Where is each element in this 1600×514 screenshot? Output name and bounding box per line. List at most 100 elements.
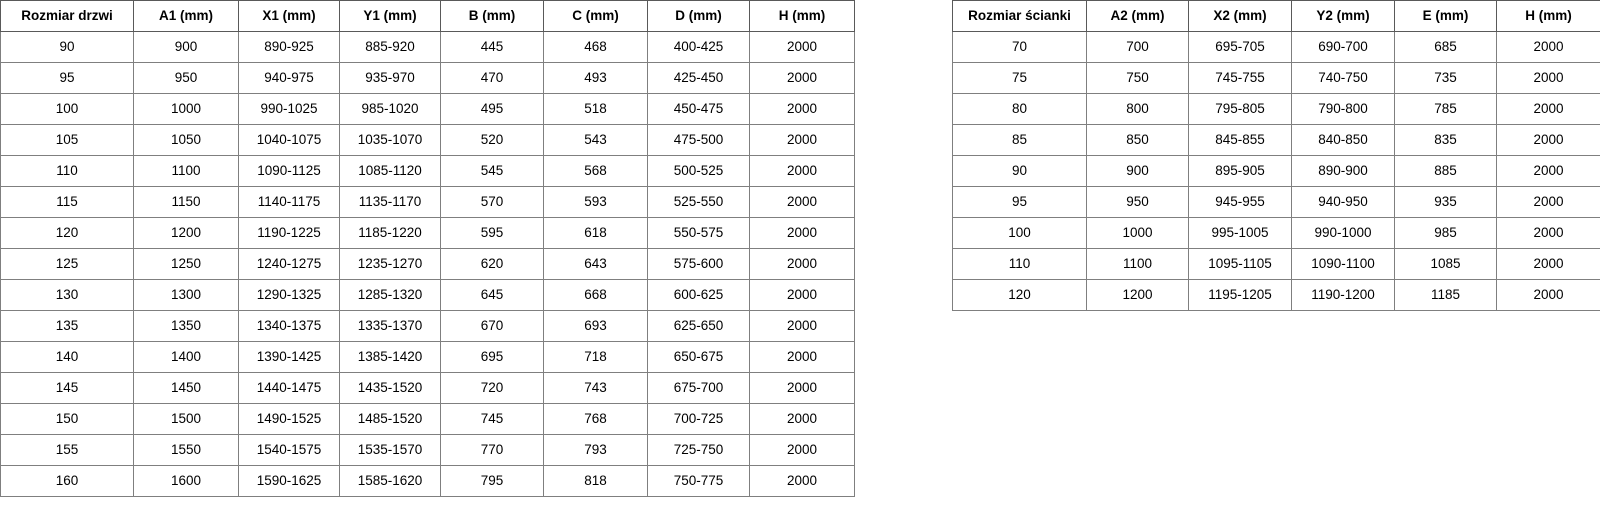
door-cell-r10-c3: 1385-1420 — [339, 341, 441, 373]
wall-cell-r6-c5: 2000 — [1496, 217, 1600, 249]
door-cell-r7-c6: 575-600 — [647, 248, 750, 280]
door-cell-r11-c2: 1440-1475 — [238, 372, 340, 404]
wall-cell-r6-c2: 995-1005 — [1188, 217, 1292, 249]
door-cell-r14-c5: 818 — [543, 465, 648, 497]
wall-cell-r0-c2: 695-705 — [1188, 31, 1292, 63]
wall-cell-r0-c3: 690-700 — [1291, 31, 1395, 63]
door-cell-r5-c4: 570 — [440, 186, 544, 218]
wall-cell-r6-c1: 1000 — [1086, 217, 1189, 249]
door-cell-r11-c5: 743 — [543, 372, 648, 404]
door-cell-r14-c6: 750-775 — [647, 465, 750, 497]
door-cell-r11-c4: 720 — [440, 372, 544, 404]
door-cell-r2-c4: 495 — [440, 93, 544, 125]
wall-cell-r5-c2: 945-955 — [1188, 186, 1292, 218]
door-column-header-6: D (mm) — [647, 0, 750, 32]
door-cell-r13-c0: 155 — [0, 434, 134, 466]
door-cell-r0-c6: 400-425 — [647, 31, 750, 63]
door-column-header-0: Rozmiar drzwi — [0, 0, 134, 32]
door-cell-r11-c3: 1435-1520 — [339, 372, 441, 404]
door-cell-r8-c2: 1290-1325 — [238, 279, 340, 311]
door-cell-r14-c0: 160 — [0, 465, 134, 497]
door-cell-r7-c1: 1250 — [133, 248, 239, 280]
door-cell-r4-c3: 1085-1120 — [339, 155, 441, 187]
door-cell-r9-c6: 625-650 — [647, 310, 750, 342]
door-cell-r0-c7: 2000 — [749, 31, 855, 63]
wall-cell-r3-c3: 840-850 — [1291, 124, 1395, 156]
door-cell-r14-c3: 1585-1620 — [339, 465, 441, 497]
wall-cell-r2-c5: 2000 — [1496, 93, 1600, 125]
door-cell-r1-c2: 940-975 — [238, 62, 340, 94]
door-cell-r3-c3: 1035-1070 — [339, 124, 441, 156]
table-row: 115 1150 1140-1175 1135-1170 570 593 525-550 20… — [0, 186, 855, 218]
wall-cell-r2-c0: 80 — [952, 93, 1087, 125]
door-cell-r3-c0: 105 — [0, 124, 134, 156]
table-row: 105 1050 1040-1075 1035-1070 520 543 475-500 20… — [0, 124, 855, 156]
door-cell-r3-c5: 543 — [543, 124, 648, 156]
door-cell-r10-c1: 1400 — [133, 341, 239, 373]
wall-cell-r0-c5: 2000 — [1496, 31, 1600, 63]
wall-column-header-1: A2 (mm) — [1086, 0, 1189, 32]
door-cell-r12-c0: 150 — [0, 403, 134, 435]
wall-cell-r3-c5: 2000 — [1496, 124, 1600, 156]
door-cell-r9-c0: 135 — [0, 310, 134, 342]
door-cell-r1-c7: 2000 — [749, 62, 855, 94]
door-cell-r10-c2: 1390-1425 — [238, 341, 340, 373]
wall-cell-r1-c4: 735 — [1394, 62, 1497, 94]
door-cell-r12-c7: 2000 — [749, 403, 855, 435]
wall-cell-r7-c1: 1100 — [1086, 248, 1189, 280]
door-cell-r10-c7: 2000 — [749, 341, 855, 373]
wall-cell-r0-c4: 685 — [1394, 31, 1497, 63]
door-cell-r4-c4: 545 — [440, 155, 544, 187]
door-cell-r1-c6: 425-450 — [647, 62, 750, 94]
door-cell-r3-c6: 475-500 — [647, 124, 750, 156]
door-cell-r9-c2: 1340-1375 — [238, 310, 340, 342]
door-cell-r11-c0: 145 — [0, 372, 134, 404]
door-cell-r3-c4: 520 — [440, 124, 544, 156]
door-cell-r8-c1: 1300 — [133, 279, 239, 311]
door-size-table-container: Rozmiar drzwi A1 (mm) X1 (mm) Y1 (mm) B (mm)… — [0, 0, 855, 497]
door-cell-r4-c5: 568 — [543, 155, 648, 187]
wall-cell-r1-c0: 75 — [952, 62, 1087, 94]
table-row: 100 1000 990-1025 985-1020 495 518 450-475 2000 — [0, 93, 855, 125]
door-cell-r5-c3: 1135-1170 — [339, 186, 441, 218]
wall-cell-r0-c0: 70 — [952, 31, 1087, 63]
door-cell-r13-c2: 1540-1575 — [238, 434, 340, 466]
wall-cell-r7-c2: 1095-1105 — [1188, 248, 1292, 280]
wall-cell-r7-c5: 2000 — [1496, 248, 1600, 280]
wall-cell-r6-c3: 990-1000 — [1291, 217, 1395, 249]
door-cell-r14-c7: 2000 — [749, 465, 855, 497]
door-cell-r2-c3: 985-1020 — [339, 93, 441, 125]
door-cell-r13-c7: 2000 — [749, 434, 855, 466]
wall-cell-r5-c0: 95 — [952, 186, 1087, 218]
door-cell-r2-c6: 450-475 — [647, 93, 750, 125]
wall-cell-r4-c1: 900 — [1086, 155, 1189, 187]
wall-cell-r5-c5: 2000 — [1496, 186, 1600, 218]
door-column-header-7: H (mm) — [749, 0, 855, 32]
door-cell-r7-c3: 1235-1270 — [339, 248, 441, 280]
wall-table-header: Rozmiar ścianki A2 (mm) X2 (mm) Y2 (mm) E (m… — [952, 0, 1600, 32]
door-cell-r13-c5: 793 — [543, 434, 648, 466]
door-cell-r2-c0: 100 — [0, 93, 134, 125]
table-row: 125 1250 1240-1275 1235-1270 620 643 575-600 20… — [0, 248, 855, 280]
door-cell-r4-c1: 1100 — [133, 155, 239, 187]
wall-cell-r7-c0: 110 — [952, 248, 1087, 280]
door-column-header-1: A1 (mm) — [133, 0, 239, 32]
door-cell-r8-c7: 2000 — [749, 279, 855, 311]
door-cell-r11-c1: 1450 — [133, 372, 239, 404]
wall-cell-r4-c0: 90 — [952, 155, 1087, 187]
wall-table-body: 70 700 695-705 690-700 685 2000 75 750 745-755 74… — [952, 31, 1600, 311]
door-cell-r2-c5: 518 — [543, 93, 648, 125]
door-cell-r9-c1: 1350 — [133, 310, 239, 342]
door-cell-r6-c7: 2000 — [749, 217, 855, 249]
wall-cell-r6-c4: 985 — [1394, 217, 1497, 249]
table-row: 75 750 745-755 740-750 735 2000 — [952, 62, 1600, 94]
wall-column-header-3: Y2 (mm) — [1291, 0, 1395, 32]
table-header-row: Rozmiar drzwi A1 (mm) X1 (mm) Y1 (mm) B (mm)… — [0, 0, 855, 32]
table-row: 130 1300 1290-1325 1285-1320 645 668 600-625 20… — [0, 279, 855, 311]
door-cell-r6-c6: 550-575 — [647, 217, 750, 249]
wall-cell-r5-c1: 950 — [1086, 186, 1189, 218]
door-cell-r13-c6: 725-750 — [647, 434, 750, 466]
wall-column-header-4: E (mm) — [1394, 0, 1497, 32]
wall-cell-r4-c5: 2000 — [1496, 155, 1600, 187]
